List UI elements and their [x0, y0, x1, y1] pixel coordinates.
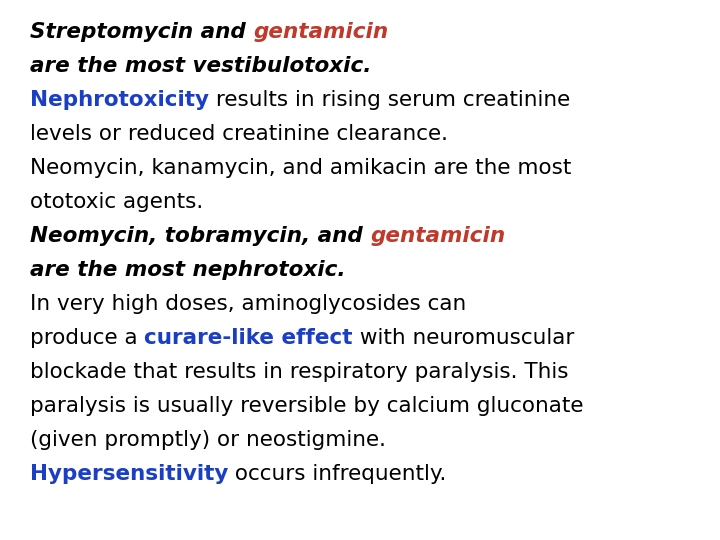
Text: Nephrotoxicity: Nephrotoxicity — [30, 90, 209, 110]
Text: paralysis is usually reversible by calcium gluconate: paralysis is usually reversible by calci… — [30, 396, 583, 416]
Text: Neomycin, tobramycin, and: Neomycin, tobramycin, and — [30, 226, 370, 246]
Text: results in rising serum creatinine: results in rising serum creatinine — [209, 90, 570, 110]
Text: Streptomycin and: Streptomycin and — [30, 22, 253, 42]
Text: ototoxic agents.: ototoxic agents. — [30, 192, 203, 212]
Text: (given promptly) or neostigmine.: (given promptly) or neostigmine. — [30, 430, 386, 450]
Text: are the most vestibulotoxic.: are the most vestibulotoxic. — [30, 56, 372, 76]
Text: Neomycin, kanamycin, and amikacin are the most: Neomycin, kanamycin, and amikacin are th… — [30, 158, 572, 178]
Text: with neuromuscular: with neuromuscular — [353, 328, 575, 348]
Text: occurs infrequently.: occurs infrequently. — [228, 464, 446, 484]
Text: Hypersensitivity: Hypersensitivity — [30, 464, 228, 484]
Text: curare-like effect: curare-like effect — [145, 328, 353, 348]
Text: In very high doses, aminoglycosides can: In very high doses, aminoglycosides can — [30, 294, 467, 314]
Text: gentamicin: gentamicin — [370, 226, 505, 246]
Text: are the most nephrotoxic.: are the most nephrotoxic. — [30, 260, 346, 280]
Text: gentamicin: gentamicin — [253, 22, 388, 42]
Text: produce a: produce a — [30, 328, 145, 348]
Text: levels or reduced creatinine clearance.: levels or reduced creatinine clearance. — [30, 124, 448, 144]
Text: blockade that results in respiratory paralysis. This: blockade that results in respiratory par… — [30, 362, 569, 382]
